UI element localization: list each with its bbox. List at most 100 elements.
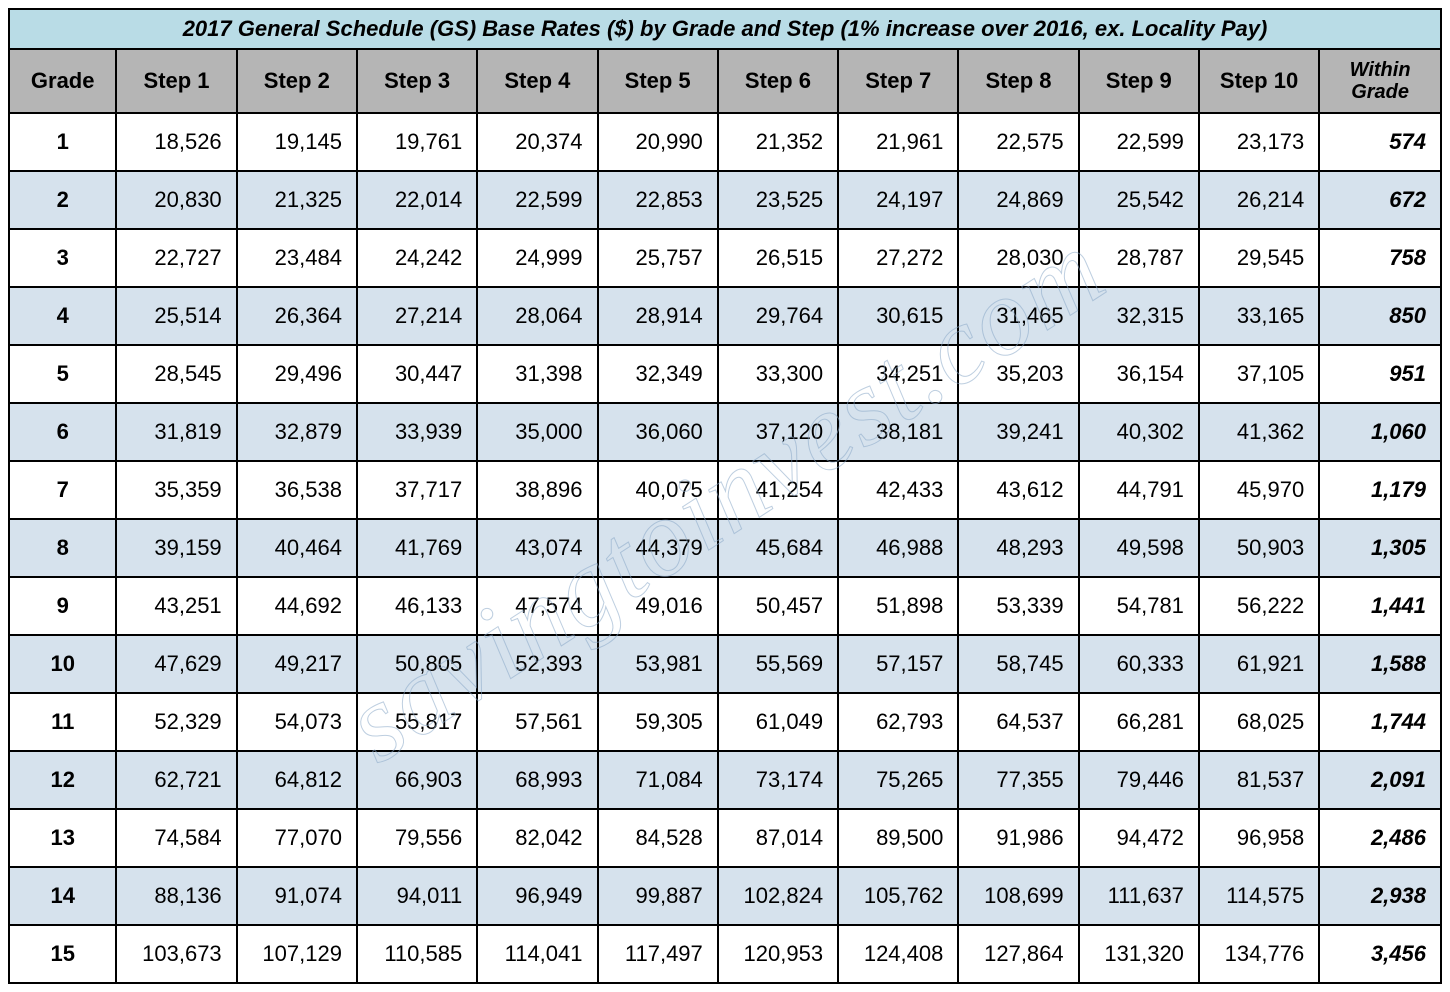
step-cell: 66,281 bbox=[1079, 693, 1199, 751]
col-header-grade: Grade bbox=[9, 49, 116, 113]
step-cell: 20,830 bbox=[116, 171, 236, 229]
step-cell: 84,528 bbox=[598, 809, 718, 867]
step-cell: 59,305 bbox=[598, 693, 718, 751]
step-cell: 39,159 bbox=[116, 519, 236, 577]
step-cell: 28,064 bbox=[477, 287, 597, 345]
within-grade-cell: 2,938 bbox=[1319, 867, 1441, 925]
table-row: 1374,58477,07079,55682,04284,52887,01489… bbox=[9, 809, 1441, 867]
step-cell: 45,970 bbox=[1199, 461, 1319, 519]
step-cell: 54,073 bbox=[237, 693, 357, 751]
step-cell: 47,629 bbox=[116, 635, 236, 693]
step-cell: 74,584 bbox=[116, 809, 236, 867]
col-header-step-7: Step 7 bbox=[838, 49, 958, 113]
step-cell: 68,993 bbox=[477, 751, 597, 809]
step-cell: 103,673 bbox=[116, 925, 236, 983]
step-cell: 43,612 bbox=[958, 461, 1078, 519]
grade-cell: 10 bbox=[9, 635, 116, 693]
step-cell: 73,174 bbox=[718, 751, 838, 809]
table-row: 735,35936,53837,71738,89640,07541,25442,… bbox=[9, 461, 1441, 519]
step-cell: 44,692 bbox=[237, 577, 357, 635]
step-cell: 81,537 bbox=[1199, 751, 1319, 809]
step-cell: 22,014 bbox=[357, 171, 477, 229]
step-cell: 41,769 bbox=[357, 519, 477, 577]
step-cell: 77,070 bbox=[237, 809, 357, 867]
step-cell: 62,793 bbox=[838, 693, 958, 751]
step-cell: 57,157 bbox=[838, 635, 958, 693]
step-cell: 20,374 bbox=[477, 113, 597, 171]
step-cell: 29,764 bbox=[718, 287, 838, 345]
grade-cell: 8 bbox=[9, 519, 116, 577]
step-cell: 34,251 bbox=[838, 345, 958, 403]
step-cell: 24,999 bbox=[477, 229, 597, 287]
step-cell: 50,903 bbox=[1199, 519, 1319, 577]
step-cell: 71,084 bbox=[598, 751, 718, 809]
step-cell: 79,556 bbox=[357, 809, 477, 867]
step-cell: 21,352 bbox=[718, 113, 838, 171]
table-title: 2017 General Schedule (GS) Base Rates ($… bbox=[9, 9, 1441, 49]
step-cell: 89,500 bbox=[838, 809, 958, 867]
within-grade-cell: 574 bbox=[1319, 113, 1441, 171]
step-cell: 23,173 bbox=[1199, 113, 1319, 171]
table-row: 1262,72164,81266,90368,99371,08473,17475… bbox=[9, 751, 1441, 809]
step-cell: 20,990 bbox=[598, 113, 718, 171]
step-cell: 25,542 bbox=[1079, 171, 1199, 229]
col-header-step-4: Step 4 bbox=[477, 49, 597, 113]
step-cell: 40,302 bbox=[1079, 403, 1199, 461]
step-cell: 87,014 bbox=[718, 809, 838, 867]
step-cell: 28,914 bbox=[598, 287, 718, 345]
step-cell: 50,805 bbox=[357, 635, 477, 693]
step-cell: 36,538 bbox=[237, 461, 357, 519]
col-header-step-8: Step 8 bbox=[958, 49, 1078, 113]
step-cell: 22,727 bbox=[116, 229, 236, 287]
step-cell: 36,060 bbox=[598, 403, 718, 461]
step-cell: 29,496 bbox=[237, 345, 357, 403]
step-cell: 24,242 bbox=[357, 229, 477, 287]
step-cell: 26,515 bbox=[718, 229, 838, 287]
col-header-step-3: Step 3 bbox=[357, 49, 477, 113]
within-grade-cell: 1,588 bbox=[1319, 635, 1441, 693]
step-cell: 21,961 bbox=[838, 113, 958, 171]
step-cell: 68,025 bbox=[1199, 693, 1319, 751]
step-cell: 61,921 bbox=[1199, 635, 1319, 693]
within-grade-cell: 850 bbox=[1319, 287, 1441, 345]
col-header-step-6: Step 6 bbox=[718, 49, 838, 113]
step-cell: 22,599 bbox=[477, 171, 597, 229]
step-cell: 41,362 bbox=[1199, 403, 1319, 461]
step-cell: 32,315 bbox=[1079, 287, 1199, 345]
step-cell: 96,949 bbox=[477, 867, 597, 925]
step-cell: 31,465 bbox=[958, 287, 1078, 345]
grade-cell: 14 bbox=[9, 867, 116, 925]
step-cell: 49,016 bbox=[598, 577, 718, 635]
step-cell: 37,717 bbox=[357, 461, 477, 519]
step-cell: 26,214 bbox=[1199, 171, 1319, 229]
grade-cell: 11 bbox=[9, 693, 116, 751]
step-cell: 22,575 bbox=[958, 113, 1078, 171]
step-cell: 55,817 bbox=[357, 693, 477, 751]
step-cell: 29,545 bbox=[1199, 229, 1319, 287]
table-row: 425,51426,36427,21428,06428,91429,76430,… bbox=[9, 287, 1441, 345]
within-grade-cell: 1,744 bbox=[1319, 693, 1441, 751]
step-cell: 33,939 bbox=[357, 403, 477, 461]
step-cell: 53,339 bbox=[958, 577, 1078, 635]
step-cell: 23,525 bbox=[718, 171, 838, 229]
step-cell: 43,074 bbox=[477, 519, 597, 577]
within-grade-cell: 2,091 bbox=[1319, 751, 1441, 809]
within-grade-cell: 1,060 bbox=[1319, 403, 1441, 461]
step-cell: 124,408 bbox=[838, 925, 958, 983]
grade-cell: 15 bbox=[9, 925, 116, 983]
step-cell: 22,599 bbox=[1079, 113, 1199, 171]
step-cell: 61,049 bbox=[718, 693, 838, 751]
step-cell: 46,988 bbox=[838, 519, 958, 577]
step-cell: 79,446 bbox=[1079, 751, 1199, 809]
step-cell: 27,272 bbox=[838, 229, 958, 287]
step-cell: 114,575 bbox=[1199, 867, 1319, 925]
grade-cell: 3 bbox=[9, 229, 116, 287]
within-grade-cell: 1,441 bbox=[1319, 577, 1441, 635]
step-cell: 36,154 bbox=[1079, 345, 1199, 403]
step-cell: 35,203 bbox=[958, 345, 1078, 403]
table-row: 1488,13691,07494,01196,94999,887102,8241… bbox=[9, 867, 1441, 925]
step-cell: 42,433 bbox=[838, 461, 958, 519]
step-cell: 62,721 bbox=[116, 751, 236, 809]
col-header-within-grade: WithinGrade bbox=[1319, 49, 1441, 113]
step-cell: 77,355 bbox=[958, 751, 1078, 809]
